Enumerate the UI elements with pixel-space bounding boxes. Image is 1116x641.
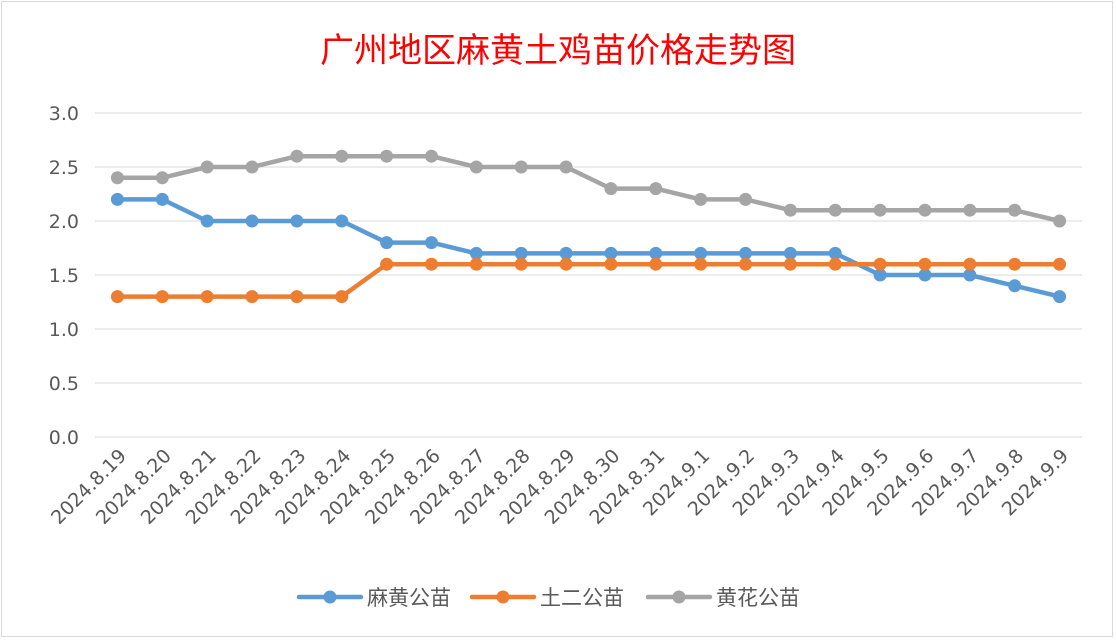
data-point[interactable] [559, 257, 573, 271]
legend-swatch-marker [672, 590, 686, 604]
legend-label: 黄花公苗 [716, 586, 800, 610]
data-point[interactable] [604, 246, 618, 260]
data-point[interactable] [290, 214, 304, 228]
data-point[interactable] [469, 257, 483, 271]
data-point[interactable] [694, 192, 708, 206]
series-3[interactable] [110, 149, 1067, 228]
data-point[interactable] [649, 182, 663, 196]
data-point[interactable] [1008, 203, 1022, 217]
data-point[interactable] [559, 246, 573, 260]
data-point[interactable] [245, 214, 259, 228]
series-line[interactable] [115, 261, 1062, 299]
y-tick-label: 2.5 [49, 157, 79, 179]
y-tick-label: 3.0 [49, 103, 79, 125]
data-point[interactable] [245, 290, 259, 304]
data-point[interactable] [335, 149, 349, 163]
data-point[interactable] [1053, 214, 1067, 228]
data-point[interactable] [559, 160, 573, 174]
data-point[interactable] [918, 257, 932, 271]
data-point[interactable] [110, 290, 124, 304]
data-point[interactable] [380, 149, 394, 163]
y-tick-label: 1.0 [49, 319, 79, 341]
data-point[interactable] [424, 149, 438, 163]
data-point[interactable] [963, 203, 977, 217]
data-point[interactable] [694, 257, 708, 271]
legend-entry[interactable]: 麻黄公苗 [296, 586, 451, 610]
data-point[interactable] [290, 290, 304, 304]
series-line[interactable] [115, 153, 1062, 224]
y-axis-labels: 0.0 0.5 1.0 1.5 2.0 2.5 3.0 [49, 103, 79, 449]
data-point[interactable] [155, 290, 169, 304]
data-point[interactable] [290, 149, 304, 163]
data-point[interactable] [783, 203, 797, 217]
data-point[interactable] [155, 192, 169, 206]
series-line[interactable] [115, 197, 1062, 299]
data-point[interactable] [918, 268, 932, 282]
data-point[interactable] [380, 236, 394, 250]
data-point[interactable] [200, 214, 214, 228]
series-group [110, 149, 1067, 304]
data-point[interactable] [828, 203, 842, 217]
data-point[interactable] [1008, 279, 1022, 293]
data-point[interactable] [514, 246, 528, 260]
data-point[interactable] [110, 192, 124, 206]
data-point[interactable] [380, 257, 394, 271]
y-tick-label: 0.0 [49, 427, 79, 449]
data-point[interactable] [469, 246, 483, 260]
data-point[interactable] [335, 290, 349, 304]
data-point[interactable] [918, 203, 932, 217]
data-point[interactable] [200, 290, 214, 304]
data-point[interactable] [873, 268, 887, 282]
legend[interactable]: 麻黄公苗 土二公苗 黄花公苗 [296, 586, 800, 610]
data-point[interactable] [155, 171, 169, 185]
legend-entry[interactable]: 土二公苗 [469, 586, 624, 610]
data-point[interactable] [1053, 257, 1067, 271]
data-point[interactable] [963, 257, 977, 271]
data-point[interactable] [694, 246, 708, 260]
series-2[interactable] [110, 257, 1067, 304]
data-point[interactable] [649, 257, 663, 271]
data-point[interactable] [110, 171, 124, 185]
data-point[interactable] [828, 257, 842, 271]
data-point[interactable] [424, 257, 438, 271]
legend-label: 麻黄公苗 [367, 586, 451, 610]
legend-entry[interactable]: 黄花公苗 [645, 586, 800, 610]
data-point[interactable] [828, 246, 842, 260]
data-point[interactable] [245, 160, 259, 174]
data-point[interactable] [963, 268, 977, 282]
data-point[interactable] [739, 257, 753, 271]
data-point[interactable] [873, 257, 887, 271]
legend-swatch-marker [496, 590, 510, 604]
series-1[interactable] [110, 192, 1067, 304]
data-point[interactable] [604, 182, 618, 196]
data-point[interactable] [1008, 257, 1022, 271]
chart-title: 广州地区麻黄土鸡苗价格走势图 [320, 31, 796, 71]
y-tick-label: 2.0 [49, 211, 79, 233]
y-tick-label: 1.5 [49, 265, 79, 287]
data-point[interactable] [604, 257, 618, 271]
x-axis-labels: 2024.8.192024.8.202024.8.212024.8.222024… [47, 445, 1073, 529]
data-point[interactable] [739, 192, 753, 206]
legend-swatch-marker [323, 590, 337, 604]
legend-label: 土二公苗 [540, 586, 624, 610]
data-point[interactable] [649, 246, 663, 260]
y-tick-label: 0.5 [49, 373, 79, 395]
data-point[interactable] [335, 214, 349, 228]
data-point[interactable] [424, 236, 438, 250]
data-point[interactable] [514, 257, 528, 271]
data-point[interactable] [200, 160, 214, 174]
data-point[interactable] [469, 160, 483, 174]
data-point[interactable] [739, 246, 753, 260]
data-point[interactable] [783, 246, 797, 260]
data-point[interactable] [514, 160, 528, 174]
data-point[interactable] [783, 257, 797, 271]
data-point[interactable] [873, 203, 887, 217]
data-point[interactable] [1053, 290, 1067, 304]
